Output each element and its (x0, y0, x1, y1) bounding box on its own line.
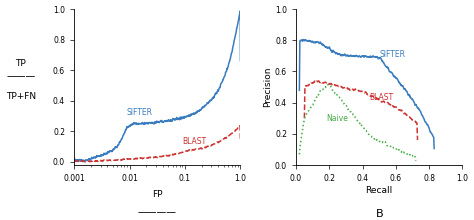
Text: FP: FP (152, 190, 163, 199)
Text: ————: ———— (138, 207, 177, 217)
Text: SIFTER: SIFTER (379, 50, 405, 59)
Text: BLAST: BLAST (182, 137, 207, 146)
Text: BLAST: BLAST (369, 92, 393, 101)
X-axis label: Recall: Recall (365, 186, 393, 195)
Text: TP: TP (16, 59, 26, 68)
Text: TP+FN: TP+FN (6, 92, 36, 101)
Text: B: B (375, 209, 383, 219)
Text: ———: ——— (6, 71, 36, 81)
Text: Naive: Naive (326, 114, 348, 123)
Y-axis label: Precision: Precision (263, 67, 272, 107)
Text: SIFTER: SIFTER (127, 108, 153, 117)
